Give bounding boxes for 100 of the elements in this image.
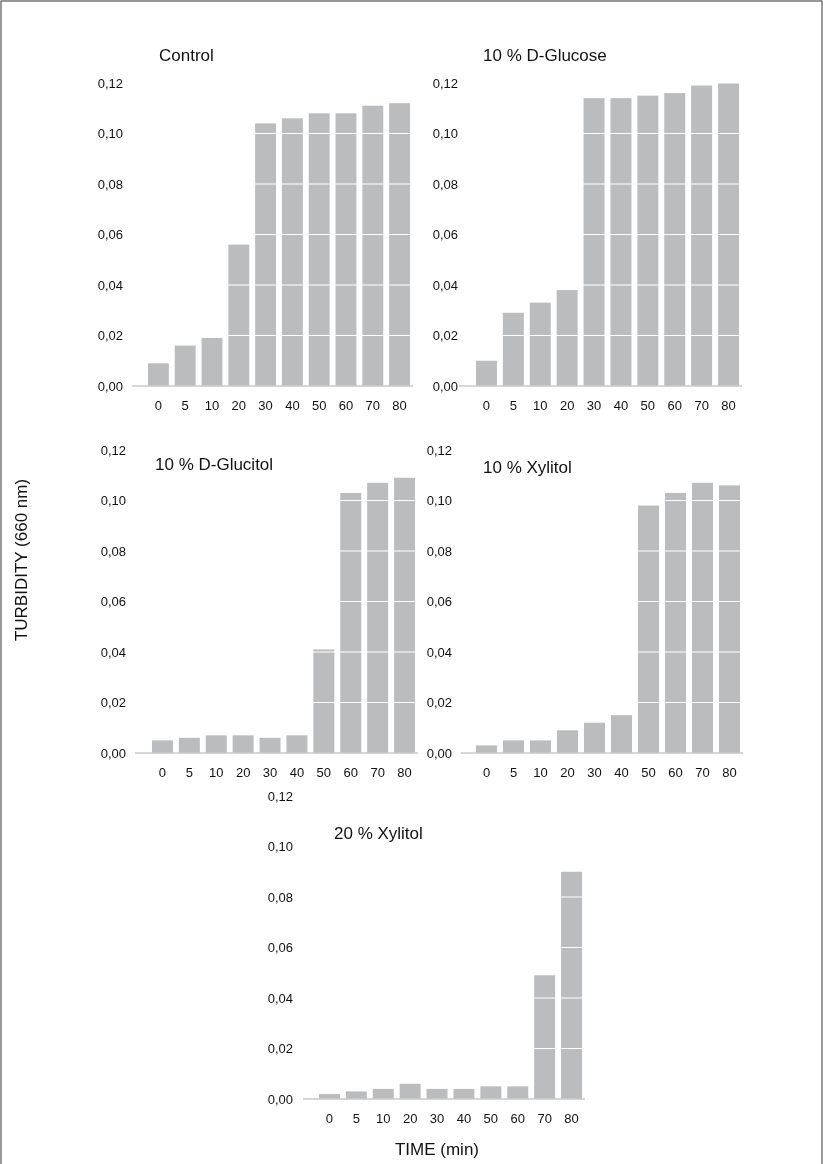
bar [367,482,389,753]
y-tick-label: 0,08 [97,176,123,192]
chart-title: Control [159,46,214,65]
bar [529,302,551,386]
bar [178,737,200,753]
x-tick-label: 80 [722,765,737,780]
y-tick-label: 0,12 [426,442,452,458]
x-tick-label: 30 [258,398,273,413]
x-axis-title: TIME (min) [394,1140,480,1159]
x-tick-label: 70 [365,398,381,413]
bar [637,95,659,386]
bar [691,85,713,386]
x-tick-label: 80 [564,1111,579,1126]
x-tick-label: 30 [262,765,278,780]
x-tick-label: 50 [316,765,332,780]
y-tick-label: 0,02 [426,695,452,711]
bar [529,740,552,753]
y-tick-label: 0,06 [267,940,293,956]
x-tick-label: 50 [640,398,656,413]
x-tick-label: 30 [586,398,602,413]
x-tick-label: 80 [397,765,412,780]
y-tick-label: 0,00 [97,378,123,394]
x-tick-label: 30 [429,1111,445,1126]
x-tick-label: 40 [614,765,629,780]
x-tick-label: 40 [456,1111,472,1126]
bar [480,1086,502,1100]
x-tick-label: 5 [185,765,193,780]
x-tick-label: 5 [352,1111,360,1126]
x-tick-label: 80 [392,398,407,413]
bar [583,98,605,386]
y-tick-label: 0,12 [267,788,293,804]
bar [281,118,303,386]
bar [259,737,281,753]
bar [637,505,660,753]
x-tick-label: 20 [560,765,575,780]
x-tick-label: 50 [641,765,656,780]
bar [394,477,416,753]
x-tick-label: 10 [209,765,224,780]
bar [664,93,686,386]
y-tick-label: 0,10 [267,839,293,855]
x-tick-label: 10 [376,1111,391,1126]
x-tick-label: 10 [533,765,548,780]
bar [308,113,330,386]
bar [556,290,578,386]
bar [718,83,740,386]
bar [502,740,525,753]
y-tick-label: 0,00 [267,1091,293,1107]
x-tick-label: 0 [154,398,163,413]
y-tick-label: 0,06 [426,594,452,610]
x-tick-label: 50 [311,398,327,413]
bar [228,244,250,386]
bar [389,103,411,386]
x-tick-label: 60 [338,398,354,413]
bar [583,722,606,753]
x-tick-label: 0 [482,765,491,780]
text: 10 % Xylitol [483,458,572,477]
bar [201,338,223,386]
y-tick-label: 0,06 [432,227,458,243]
bar [335,113,357,386]
bar [610,715,633,753]
bar [718,485,741,753]
x-tick-label: 20 [231,398,247,413]
y-tick-label: 0,00 [432,378,458,394]
y-tick-label: 0,04 [426,644,452,660]
bar [691,482,714,753]
bar [147,363,169,386]
x-tick-label: 5 [509,398,517,413]
x-tick-label: 0 [325,1111,334,1126]
x-tick-label: 5 [181,398,189,413]
bar [313,649,335,753]
x-tick-label: 0 [158,765,167,780]
bar [151,740,173,753]
y-tick-label: 0,02 [432,328,458,344]
x-tick-label: 70 [537,1111,552,1126]
x-tick-label: 0 [482,398,491,413]
y-tick-label: 0,02 [97,328,123,344]
y-tick-label: 0,08 [426,543,452,559]
x-tick-label: 40 [613,398,629,413]
bar [475,745,498,753]
y-tick-label: 0,10 [97,126,123,142]
y-tick-label: 0,12 [100,442,126,458]
bar [232,735,254,753]
y-tick-label: 0,08 [267,889,293,905]
bar [205,735,227,753]
y-tick-label: 0,06 [100,594,126,610]
y-tick-label: 0,04 [432,277,458,293]
bar [362,105,384,386]
y-tick-label: 0,02 [100,695,126,711]
x-tick-label: 60 [668,765,683,780]
x-tick-label: 30 [587,765,602,780]
x-tick-label: 20 [402,1111,418,1126]
x-tick-label: 40 [289,765,305,780]
y-tick-label: 0,02 [267,1041,293,1057]
x-tick-label: 70 [694,398,709,413]
chart-title: 10 % D-Glucitol [155,455,274,474]
y-tick-label: 0,04 [267,990,293,1006]
y-tick-label: 0,04 [97,277,123,293]
x-tick-label: 60 [667,398,682,413]
y-tick-label: 0,12 [432,75,458,91]
y-tick-label: 0,06 [97,227,123,243]
